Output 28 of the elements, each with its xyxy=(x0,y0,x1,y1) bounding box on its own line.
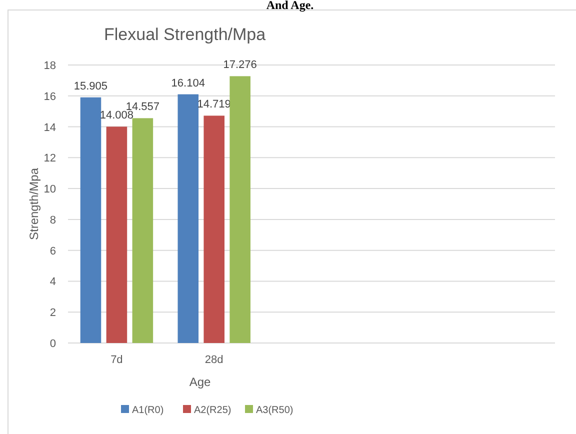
x-tick-label: 7d xyxy=(110,354,123,366)
y-tick-label: 0 xyxy=(50,338,56,350)
legend-label: A3(R50) xyxy=(256,405,294,416)
bar xyxy=(230,76,250,343)
y-tick-label: 18 xyxy=(44,60,56,72)
bar xyxy=(80,97,102,343)
bar xyxy=(204,116,224,343)
y-tick-label: 10 xyxy=(44,184,56,196)
y-tick-label: 2 xyxy=(50,307,56,320)
bar xyxy=(106,126,128,343)
y-axis-title: Strength/Mpa xyxy=(27,168,41,240)
y-tick-label: 6 xyxy=(50,245,56,258)
y-tick-label: 16 xyxy=(44,90,56,103)
bar xyxy=(132,118,154,343)
data-label: 16.104 xyxy=(171,77,205,90)
y-tick-label: 12 xyxy=(44,152,56,165)
legend-label: A1(R0) xyxy=(132,405,164,416)
x-axis-title: Age xyxy=(189,375,211,389)
bar xyxy=(178,94,199,343)
y-tick-label: 14 xyxy=(44,122,56,134)
x-tick-label: 28d xyxy=(204,354,224,366)
data-label: 17.276 xyxy=(223,59,257,72)
text: And Age. xyxy=(266,0,314,12)
legend-label: A2(R25) xyxy=(194,405,232,416)
y-tick-label: 8 xyxy=(50,214,56,226)
data-label: 15.905 xyxy=(74,80,108,92)
chart-title: Flexual Strength/Mpa xyxy=(104,25,266,44)
y-tick-label: 4 xyxy=(50,276,56,288)
